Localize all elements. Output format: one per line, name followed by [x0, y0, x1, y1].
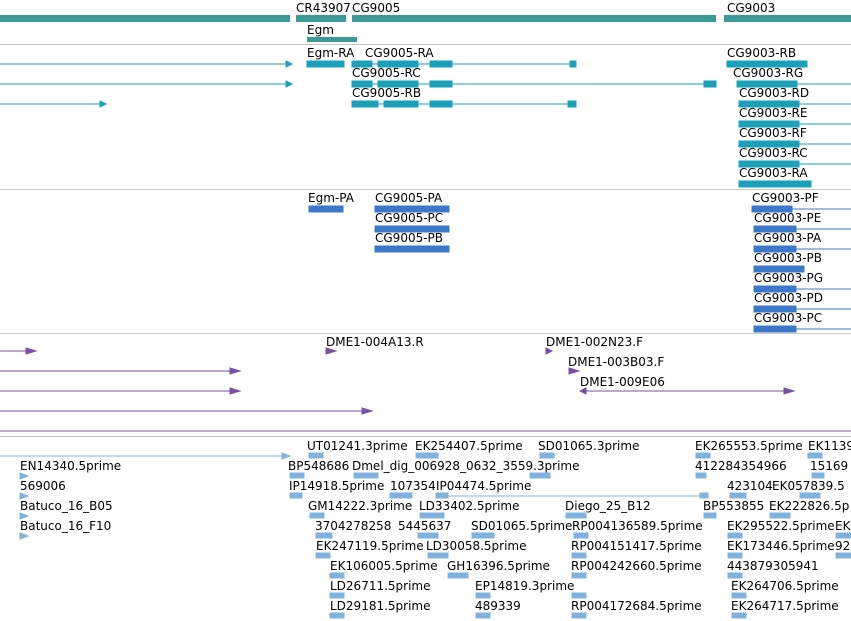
est-label[interactable]: RP004136589.5prime [572, 519, 703, 533]
est-label[interactable]: 569006 [20, 479, 66, 493]
est-label[interactable]: LD26711.5prime [330, 579, 431, 593]
protein-label[interactable]: CG9003-PC [754, 311, 823, 325]
transcript-label[interactable]: CG9003-RD [739, 86, 810, 100]
est-label[interactable]: BP553855 [703, 499, 765, 513]
protein-label[interactable]: CG9005-PA [375, 191, 443, 205]
est-label[interactable]: 423104 [727, 479, 773, 493]
gene-label[interactable]: CG9005 [352, 1, 401, 15]
gene-label[interactable]: CG9003 [727, 1, 776, 15]
est-label[interactable]: SD01065.3prime [538, 439, 640, 453]
est-label[interactable]: EK1139 [808, 439, 851, 453]
protein-label[interactable]: CG9003-PE [754, 211, 822, 225]
transcript-label[interactable]: CG9003-RG [733, 66, 804, 80]
est-label[interactable]: Diego_25_B12 [565, 499, 651, 513]
clone-glyphs [0, 347, 851, 432]
track-divider [0, 44, 851, 45]
protein-glyphs [308, 205, 851, 333]
est-label[interactable]: IP14918.5prime [289, 479, 385, 493]
gene-label[interactable]: CR43907 [296, 1, 351, 15]
est-label[interactable]: 15169 [810, 459, 849, 473]
est-label[interactable]: RP004242660.5prime [571, 559, 702, 573]
est-label[interactable]: EK106005.5prime [330, 559, 438, 573]
est-label[interactable]: GH16396.5prime [447, 559, 550, 573]
est-label[interactable]: EK173446.5prime [727, 539, 835, 553]
transcript-label[interactable]: CG9003-RB [727, 46, 797, 60]
protein-label[interactable]: Egm-PA [308, 191, 354, 205]
est-label[interactable]: LD33402.5prime [419, 499, 520, 513]
est-label[interactable]: EK254407.5prime [415, 439, 523, 453]
est-label[interactable]: EK057839.5 [772, 479, 845, 493]
est-label[interactable]: RP004151417.5prime [571, 539, 702, 553]
protein-label[interactable]: CG9003-PD [754, 291, 824, 305]
transcript-label[interactable]: CG9003-RE [739, 106, 808, 120]
est-label[interactable]: 5445637 [398, 519, 452, 533]
est-label[interactable]: 3704278258 [315, 519, 392, 533]
track-divider [0, 436, 851, 437]
est-label[interactable]: RP004172684.5prime [571, 599, 702, 613]
est-label[interactable]: EK0 [835, 519, 851, 533]
clone-label[interactable]: DME1-004A13.R [326, 335, 424, 349]
est-label[interactable]: EK264706.5prime [731, 579, 839, 593]
est-label[interactable]: GM14222.3prime [308, 499, 413, 513]
est-label[interactable]: Dmel_dig_006928_0632_3559.3prime [352, 459, 580, 473]
est-label[interactable]: 443879305941 [727, 559, 819, 573]
est-label[interactable]: EK264717.5prime [731, 599, 839, 613]
protein-label[interactable]: CG9003-PA [754, 231, 822, 245]
est-label[interactable]: EK222826.5p [769, 499, 850, 513]
protein-label[interactable]: CG9003-PG [754, 271, 824, 285]
transcript-label[interactable]: CG9003-RC [739, 146, 808, 160]
est-label[interactable]: EK265553.5prime [695, 439, 803, 453]
clone-label[interactable]: DME1-009E06 [580, 375, 665, 389]
protein-label[interactable]: CG9005-PB [375, 231, 444, 245]
gene-label[interactable]: Egm [307, 23, 334, 37]
transcript-glyphs [0, 60, 851, 188]
est-label[interactable]: Batuco_16_B05 [20, 499, 113, 513]
est-label[interactable]: 489339 [475, 599, 521, 613]
est-label[interactable]: LD30058.5prime [426, 539, 527, 553]
est-label[interactable]: SD01065.5prime [471, 519, 573, 533]
est-label[interactable]: EK247119.5prime [316, 539, 424, 553]
transcript-label[interactable]: CG9003-RA [739, 166, 808, 180]
clone-label[interactable]: DME1-003B03.F [568, 355, 665, 369]
est-label[interactable]: 412284354966 [695, 459, 787, 473]
est-label[interactable]: EK295522.5prime [727, 519, 835, 533]
est-label[interactable]: BP548686 [288, 459, 350, 473]
est-label[interactable]: UT01241.3prime [307, 439, 408, 453]
est-label[interactable]: 107354 [390, 479, 436, 493]
est-label[interactable]: IP04474.5prime [436, 479, 532, 493]
transcript-label[interactable]: CG9003-RF [739, 126, 807, 140]
est-label[interactable]: 92 [835, 539, 851, 553]
transcript-label[interactable]: CG9005-RB [352, 86, 422, 100]
track-divider [0, 333, 851, 334]
protein-label[interactable]: CG9003-PB [754, 251, 823, 265]
est-label[interactable]: EP14819.3prime [475, 579, 575, 593]
est-label[interactable]: Batuco_16_F10 [20, 519, 112, 533]
est-label[interactable]: EN14340.5prime [20, 459, 122, 473]
clone-label[interactable]: DME1-002N23.F [546, 335, 644, 349]
est-glyphs [0, 452, 851, 619]
protein-label[interactable]: CG9003-PF [752, 191, 819, 205]
track-divider [0, 189, 851, 190]
gene-span-glyphs [0, 15, 851, 42]
est-label[interactable]: LD29181.5prime [330, 599, 431, 613]
transcript-label[interactable]: CG9005-RA [365, 46, 434, 60]
protein-label[interactable]: CG9005-PC [375, 211, 444, 225]
transcript-label[interactable]: CG9005-RC [352, 66, 421, 80]
transcript-label[interactable]: Egm-RA [307, 46, 355, 60]
